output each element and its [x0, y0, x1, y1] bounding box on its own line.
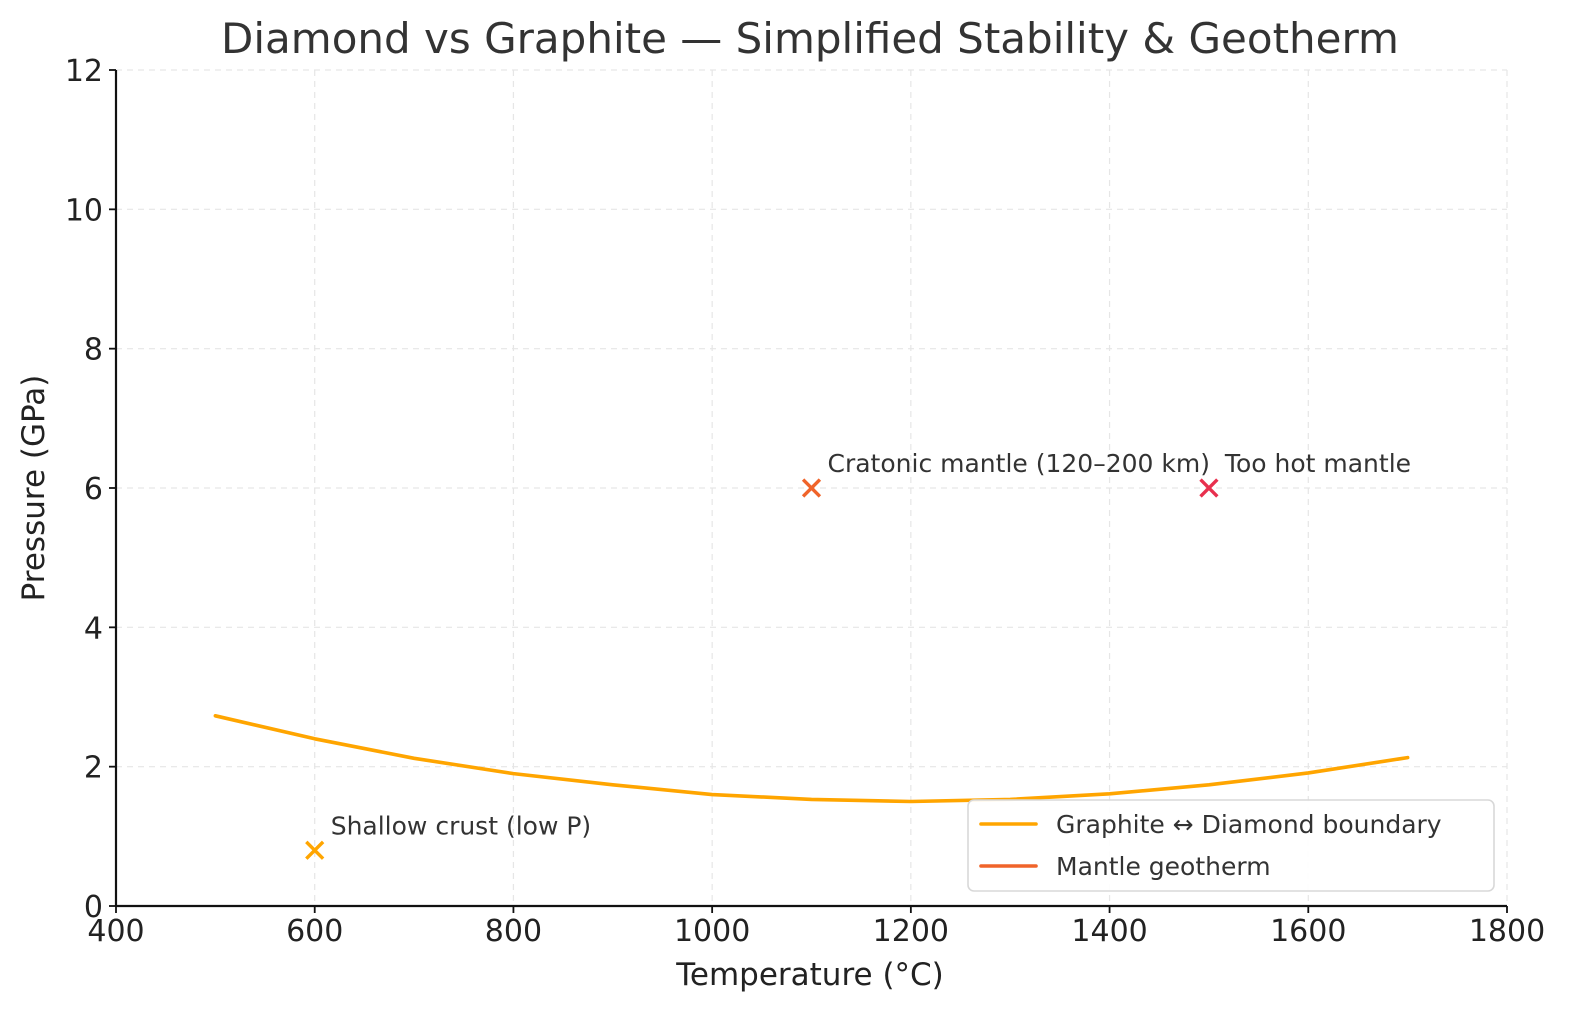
x-tick-label: 600	[286, 914, 343, 949]
chart-title: Diamond vs Graphite — Simplified Stabili…	[221, 14, 1399, 63]
y-tick-label: 2	[84, 751, 103, 786]
data-point-marker	[1199, 478, 1219, 498]
point-annotation: Cratonic mantle (120–200 km)	[828, 449, 1210, 478]
legend-box	[967, 799, 1495, 892]
data-point-marker-stroke	[1199, 478, 1219, 498]
legend-label: Graphite ↔ Diamond boundary	[1056, 810, 1442, 839]
x-tick-label: 800	[485, 914, 542, 949]
x-tick-label: 1400	[1071, 914, 1147, 949]
y-tick-label: 0	[84, 890, 103, 925]
axis-layer: 400 600 800 1000 1200 1400 1600 1800 0 2 4 6 8 10 12	[65, 54, 1545, 949]
y-tick-label: 4	[84, 611, 103, 646]
x-tick-label: 1800	[1469, 914, 1545, 949]
series-layer	[213, 714, 1410, 804]
y-tick-label: 12	[65, 54, 103, 89]
series-line-0	[213, 714, 1410, 804]
x-tick-label: 400	[87, 914, 144, 949]
y-tick-label: 8	[84, 333, 103, 368]
y-tick-label: 10	[65, 193, 103, 228]
point-annotation: Shallow crust (low P)	[331, 811, 591, 840]
data-point-marker	[801, 478, 822, 498]
x-tick-label: 1200	[873, 914, 949, 949]
x-axis-label: Temperature (°C)	[675, 957, 944, 993]
data-point-marker-stroke	[801, 478, 822, 498]
data-point-marker-stroke	[305, 840, 325, 860]
y-axis-label: Pressure (GPa)	[16, 375, 52, 602]
point-annotation: Too hot mantle	[1224, 449, 1411, 478]
x-tick-label: 1600	[1270, 914, 1346, 949]
y-tick-label: 6	[84, 472, 103, 507]
legend-label: Mantle geotherm	[1056, 852, 1271, 881]
point-layer: Shallow crust (low P) Cratonic mantle (12…	[305, 449, 1411, 860]
grid-layer	[115, 69, 1508, 907]
x-tick-label: 1000	[674, 914, 750, 949]
legend: Graphite ↔ Diamond boundary Mantle geothe…	[967, 799, 1495, 892]
data-point-marker	[305, 840, 325, 860]
